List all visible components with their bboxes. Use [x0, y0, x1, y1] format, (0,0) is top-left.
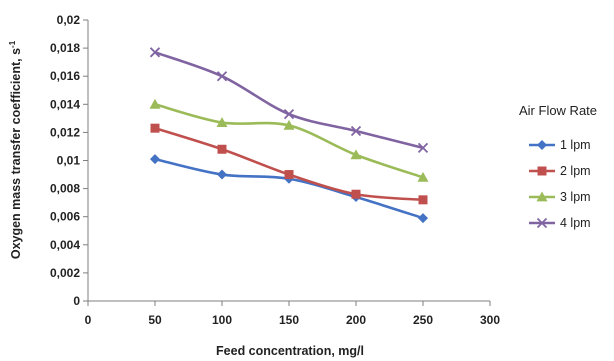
x-tick-label: 100 [212, 313, 232, 327]
legend-item: 4 lpm [529, 216, 591, 230]
y-axis-label: Oxygen mass transfer coefficient, s-1 [8, 40, 23, 259]
axes [83, 19, 491, 306]
y-tick-label: 0,02 [57, 13, 81, 27]
legend-marker [537, 166, 547, 176]
legend-label: 4 lpm [560, 216, 591, 230]
x-tick-label: 0 [85, 313, 92, 327]
data-point [149, 98, 161, 109]
x-tick-label: 150 [279, 313, 299, 327]
data-point [217, 169, 227, 180]
legend-title: Air Flow Rate [519, 103, 597, 118]
data-point [418, 213, 428, 224]
legend-item: 2 lpm [529, 164, 591, 178]
legend: Air Flow Rate 1 lpm 2 lpm 3 lpm 4 lpm [519, 103, 597, 230]
x-tick-label: 300 [480, 313, 500, 327]
data-point [417, 142, 429, 153]
data-point [283, 108, 295, 120]
data-point [150, 154, 160, 165]
data-point [216, 117, 228, 127]
data-point [418, 195, 428, 205]
legend-item: 1 lpm [529, 138, 591, 152]
legend-marker [536, 191, 548, 202]
legend-marker [536, 217, 548, 229]
data-point [284, 170, 294, 180]
series-line [154, 157, 424, 220]
data-point [150, 123, 160, 133]
data-point [351, 189, 361, 199]
y-tick-label: 0,01 [57, 154, 81, 168]
y-tick-label: 0 [73, 294, 80, 308]
y-tick-label: 0,008 [50, 182, 80, 196]
x-tick-label: 250 [413, 313, 433, 327]
y-tick-label: 0,014 [50, 97, 80, 111]
x-axis-label: Feed concentration, mg/l [216, 344, 364, 358]
series-3 [149, 98, 429, 182]
data-point [283, 119, 295, 130]
data-point [216, 71, 228, 82]
data-point [149, 47, 161, 58]
data-point [417, 171, 429, 182]
series-4 [149, 47, 429, 153]
series-line [154, 51, 424, 150]
data-point [217, 144, 227, 154]
y-tick-label: 0,016 [50, 69, 80, 83]
series-2 [150, 123, 428, 205]
x-tick-labels: 0 50 100 150 200 250 300 [85, 313, 501, 327]
data-point [350, 125, 362, 137]
legend-label: 2 lpm [560, 164, 591, 178]
legend-label: 3 lpm [560, 190, 591, 204]
series-group [149, 47, 429, 224]
y-tick-label: 0,018 [50, 41, 80, 55]
y-tick-labels: 0 0,002 0,004 0,006 0,008 0,01 0,012 0,014 0,016… [50, 13, 80, 308]
x-tick-label: 50 [148, 313, 162, 327]
data-point [350, 149, 362, 160]
y-tick-label: 0,006 [50, 210, 80, 224]
y-tick-label: 0,004 [50, 238, 80, 252]
x-tick-label: 200 [346, 313, 366, 327]
y-tick-label: 0,012 [50, 125, 80, 139]
legend-label: 1 lpm [560, 138, 591, 152]
legend-marker [537, 140, 547, 150]
y-axis-label-text: Oxygen mass transfer coefficient, s [9, 48, 23, 259]
y-axis-label-superscript: -1 [8, 40, 17, 48]
y-tick-label: 0,002 [50, 266, 80, 280]
legend-item: 3 lpm [529, 190, 591, 204]
